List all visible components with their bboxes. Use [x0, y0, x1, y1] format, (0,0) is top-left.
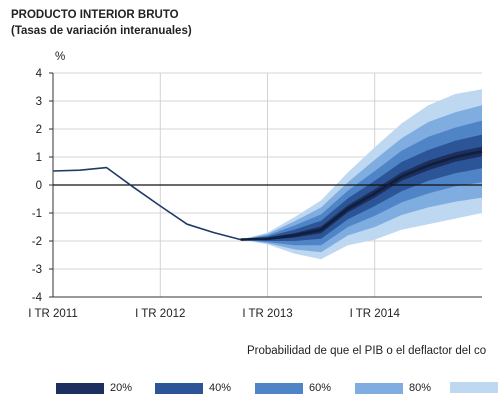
legend-item: 80% [355, 382, 431, 394]
legend-swatch [155, 382, 203, 394]
legend-label: 60% [309, 382, 332, 394]
legend-swatch [450, 382, 498, 393]
y-tick-label: -1 [32, 208, 42, 220]
x-tick-label: I TR 2011 [28, 308, 77, 320]
fan-band [240, 146, 482, 240]
lines [52, 150, 483, 241]
y-tick-label: 4 [36, 68, 43, 80]
legend-item: 40% [155, 382, 231, 394]
y-tick-label: 2 [36, 124, 42, 136]
y-tick-label: 0 [36, 180, 42, 192]
x-tick-label: I TR 2014 [350, 308, 401, 320]
legend-swatch [355, 382, 403, 394]
y-tick-label: 1 [36, 152, 42, 164]
legend-item [450, 382, 498, 393]
legend-label: 20% [110, 382, 133, 394]
x-tick-label: I TR 2013 [242, 308, 292, 320]
legend-item: 60% [255, 382, 331, 394]
legend: 20% 40% 60% 80% [0, 382, 498, 402]
legend-item: 20% [56, 382, 132, 394]
legend-label: 80% [409, 382, 432, 394]
chart-subtitle: (Tasas de variación interanuales) [11, 25, 192, 37]
x-tick-label: I TR 2012 [135, 308, 185, 320]
y-tick-label: 3 [36, 96, 42, 108]
gdp-history-line [52, 166, 268, 241]
probability-caption: Probabilidad de que el PIB o el deflacto… [247, 345, 487, 357]
y-tick-label: -4 [32, 292, 43, 304]
central-projection-line [240, 150, 483, 241]
legend-swatch [255, 382, 303, 394]
fan-band [240, 120, 482, 246]
fan-band [240, 134, 482, 241]
legend-swatch [56, 382, 104, 394]
y-unit-label: % [55, 51, 65, 63]
tick-labels: 4 3 2 1 0 -1 -2 -3 -4% I TR 2011 I TR 2012 I TR 201… [28, 51, 400, 320]
legend-label: 40% [209, 382, 232, 394]
chart-title: PRODUCTO INTERIOR BRUTO [11, 9, 179, 21]
y-tick-label: -2 [32, 236, 42, 248]
fan-bands [240, 89, 482, 260]
y-tick-label: -3 [32, 264, 42, 276]
axes [49, 72, 482, 298]
